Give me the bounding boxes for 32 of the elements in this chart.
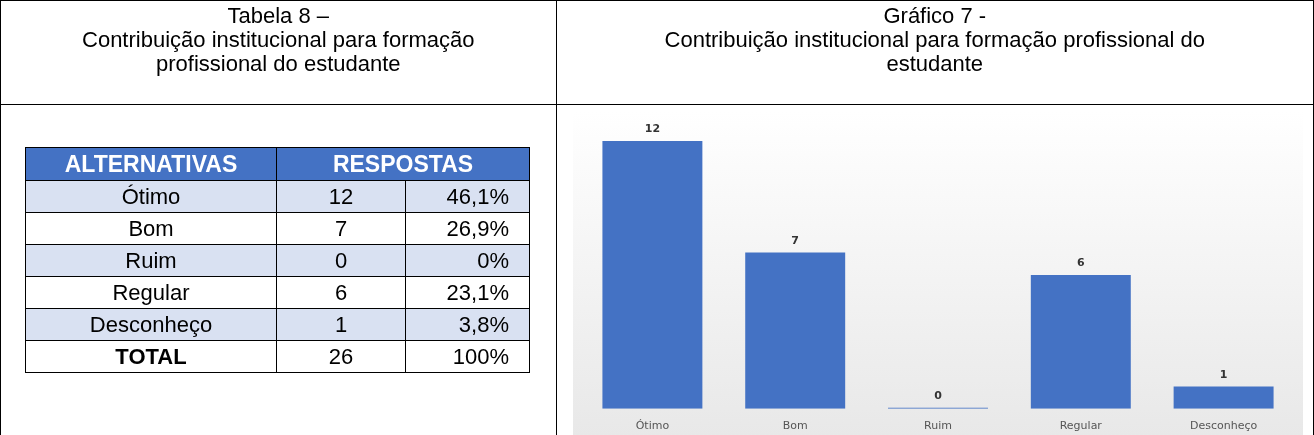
data-label: 12	[644, 122, 660, 136]
text: 23,1%	[405, 276, 530, 309]
text: Ruim	[25, 244, 277, 277]
text: 3,8%	[405, 308, 530, 341]
text: 0	[276, 244, 406, 277]
text: TOTAL	[25, 340, 277, 373]
text: Bom	[25, 212, 277, 245]
text: Regular	[25, 276, 277, 309]
data-label: 7	[790, 233, 799, 247]
x-tick-label: Bom	[782, 419, 808, 433]
text: 1	[276, 308, 406, 341]
text: ALTERNATIVAS	[25, 147, 277, 181]
data-label: 6	[1076, 256, 1085, 270]
text: 26,9%	[405, 212, 530, 245]
data-label: 1	[1219, 367, 1228, 381]
text: 100%	[405, 340, 530, 373]
text: Desconheço	[25, 308, 277, 341]
data-label: 0	[933, 389, 942, 403]
text: 7	[276, 212, 406, 245]
chart-title: Gráfico 7 - Contribuição institucional para formação profissional do estudante	[556, 1, 1313, 105]
x-tick-label: Ruim	[923, 419, 952, 433]
text: Ótimo	[25, 180, 277, 213]
text: 46,1%	[405, 180, 530, 213]
text: 6	[276, 276, 406, 309]
text: 26	[276, 340, 406, 373]
text: Tabela 8 – Contribuição institucional para formação profissional do estudante	[1, 1, 556, 105]
x-tick-label: Regular	[1059, 419, 1102, 433]
text: 12	[276, 180, 406, 213]
x-tick-label: Desconheço	[1189, 419, 1258, 433]
text: 0%	[405, 244, 530, 277]
x-tick-label: Ótimo	[635, 419, 669, 433]
text: RESPOSTAS	[276, 147, 530, 181]
